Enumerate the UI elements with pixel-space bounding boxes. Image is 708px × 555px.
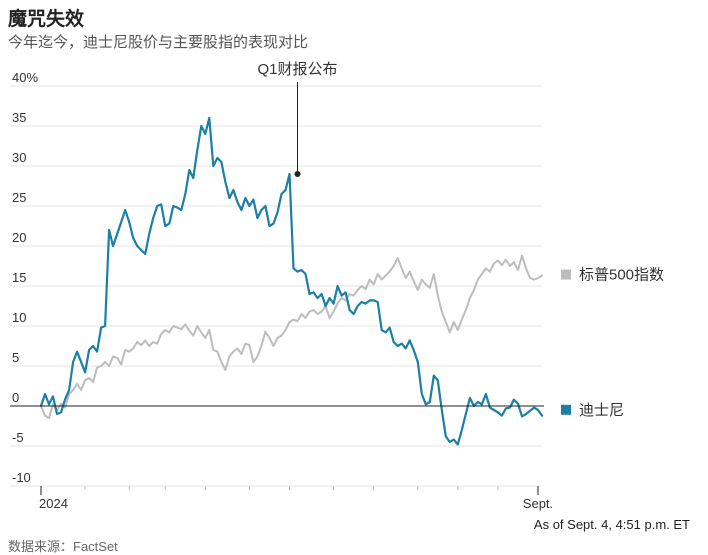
legend-swatch-sp500 — [561, 269, 571, 280]
chart-title: 魔咒失效 — [8, 9, 85, 30]
sp500-line — [40, 254, 543, 419]
legend-label-disney: 迪士尼 — [579, 402, 624, 419]
y-tick-label: 35 — [12, 110, 26, 125]
y-tick-label: 15 — [12, 270, 26, 285]
y-tick-label: -5 — [12, 430, 24, 445]
y-tick-label: 25 — [12, 190, 26, 205]
y-tick-label: -10 — [12, 470, 31, 485]
x-tick-label: 2024 — [39, 496, 68, 511]
series-lines — [10, 116, 544, 446]
source-note: 数据来源：FactSet — [8, 539, 118, 554]
y-tick-label: 30 — [12, 150, 26, 165]
y-tick-label: 5 — [12, 350, 19, 365]
legend-label-sp500: 标普500指数 — [579, 267, 664, 284]
y-tick-label: 10 — [12, 310, 26, 325]
legend-swatch-disney — [561, 404, 571, 415]
annotation-marker — [294, 171, 301, 177]
annotation: Q1财报公布 — [258, 61, 338, 177]
gridlines — [10, 85, 542, 487]
timestamp-note: As of Sept. 4, 4:51 p.m. ET — [533, 517, 690, 532]
y-tick-label: 0 — [12, 390, 19, 405]
disney-line — [39, 116, 544, 446]
y-tick-label: 20 — [12, 230, 26, 245]
x-axis-ticks — [40, 486, 539, 495]
annotation-label: Q1财报公布 — [258, 61, 338, 78]
y-tick-label: 40% — [12, 70, 38, 85]
x-tick-label: Sept. — [523, 496, 553, 511]
tick-labels: 40% 35 30 25 20 15 10 5 0 -5 -10 2024 Sept. — [12, 70, 553, 511]
chart-subtitle: 今年迄今，迪士尼股价与主要股指的表现对比 — [8, 34, 309, 51]
